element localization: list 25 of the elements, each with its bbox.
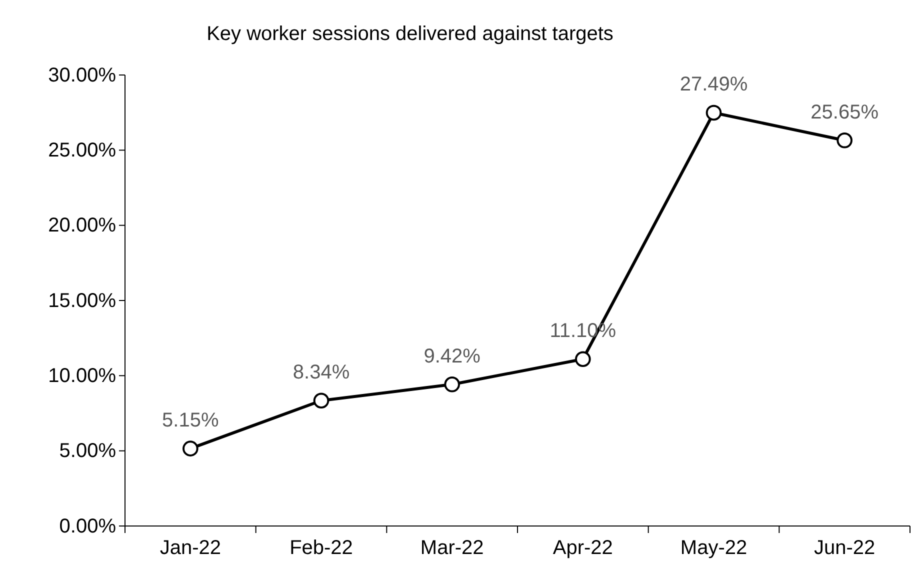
y-tick-label: 25.00% <box>48 140 116 162</box>
point <box>182 440 198 456</box>
data-label: 8.34% <box>292 362 350 384</box>
y-tick-label: 15.00% <box>48 290 116 312</box>
data-label: 5.15% <box>162 410 219 432</box>
data-label: 25.65% <box>810 101 879 124</box>
data-label: 9.42% <box>424 345 481 368</box>
x-tick-label: Feb-22 <box>290 537 353 560</box>
y-tick-label: 20.00% <box>48 214 116 237</box>
y-tick-label: 0.00% <box>59 515 116 538</box>
x-tick-label: Apr-22 <box>552 537 613 560</box>
y-tick-label: 10.00% <box>48 365 116 388</box>
y-tick-label: 5.00% <box>59 440 116 462</box>
x-tick-label: Jun-22 <box>814 537 876 560</box>
data-label: 27.49% <box>680 74 748 96</box>
point <box>313 392 330 409</box>
point <box>444 376 460 392</box>
point <box>706 104 722 121</box>
point <box>836 132 852 148</box>
point <box>575 351 591 368</box>
chart-title: Key worker sessions delivered against targets <box>206 23 614 45</box>
y-tick-label: 30.00% <box>48 64 116 86</box>
x-tick-label: Mar-22 <box>420 537 484 560</box>
x-tick-label: Jan-22 <box>160 537 221 560</box>
x-tick-label: May-22 <box>680 537 748 560</box>
